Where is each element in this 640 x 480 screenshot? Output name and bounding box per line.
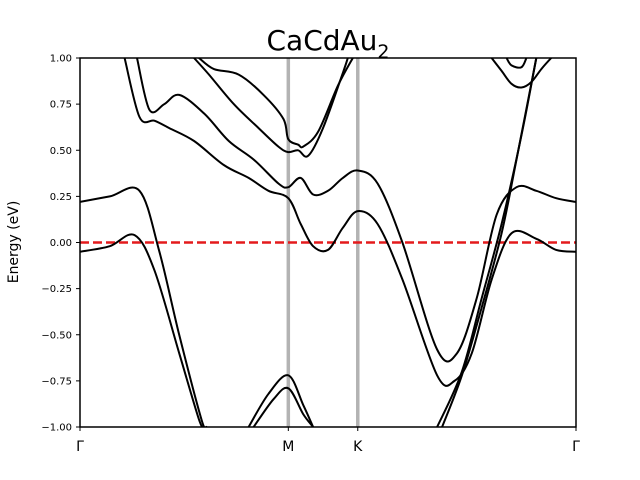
y-tick-label-2: −0.50 bbox=[41, 330, 72, 341]
x-tick-label-1: M bbox=[282, 439, 294, 455]
chart-title-subscript: 2 bbox=[377, 41, 389, 63]
chart-title: CaCdAu2 bbox=[266, 24, 389, 63]
band-11 bbox=[505, 58, 528, 69]
y-tick-label-5: 0.25 bbox=[50, 192, 72, 203]
band-4 bbox=[193, 58, 349, 158]
y-tick-label-8: 1.00 bbox=[50, 54, 72, 65]
y-tick-label-4: 0.00 bbox=[50, 238, 72, 249]
plot-area: −1.00 −0.75 −0.50 −0.25 0.00 0.25 0.50 0.75 1.00… bbox=[41, 54, 580, 456]
band-0 bbox=[80, 233, 205, 427]
bands-group bbox=[80, 58, 576, 427]
y-tick-label-7: 0.75 bbox=[50, 100, 72, 111]
y-tick-label-1: −0.75 bbox=[41, 376, 72, 387]
y-tick-label-3: −0.25 bbox=[41, 284, 72, 295]
band-3 bbox=[136, 58, 576, 363]
band-2 bbox=[123, 58, 576, 387]
band-10 bbox=[490, 58, 553, 89]
band-1 bbox=[80, 186, 208, 427]
y-tick-label-6: 0.50 bbox=[50, 146, 72, 157]
band-7 bbox=[252, 386, 315, 427]
y-axis-label: Energy (eV) bbox=[6, 201, 22, 284]
x-tick-label-0: Γ bbox=[76, 439, 84, 455]
y-tick-label-0: −1.00 bbox=[41, 423, 72, 434]
band-9 bbox=[441, 58, 538, 427]
band-5 bbox=[198, 58, 354, 149]
chart-title-main: CaCdAu bbox=[266, 24, 377, 57]
band-6 bbox=[247, 374, 315, 427]
x-tick-label-3: Γ bbox=[572, 439, 580, 455]
x-tick-label-2: K bbox=[353, 439, 363, 455]
